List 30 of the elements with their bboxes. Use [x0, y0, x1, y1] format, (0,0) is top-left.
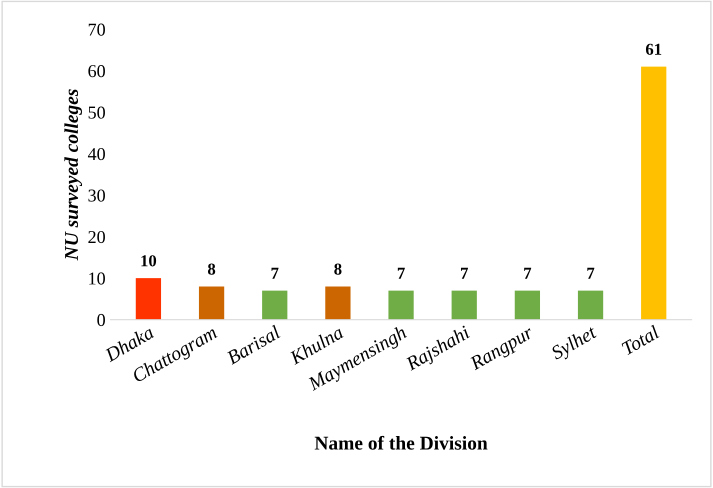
x-tick-label: Sylhet [550, 324, 600, 364]
bar [641, 66, 666, 320]
y-tick-label: 70 [88, 24, 105, 36]
data-label: 61 [646, 44, 662, 55]
bar [136, 278, 162, 320]
data-label: 7 [587, 268, 594, 279]
bar [262, 290, 288, 320]
data-label: 10 [141, 255, 156, 266]
bar [452, 290, 477, 320]
bar [198, 286, 224, 320]
bar [388, 290, 414, 320]
y-tick-label: 60 [88, 65, 105, 78]
data-label: 8 [334, 263, 342, 275]
data-label: 7 [272, 268, 278, 279]
bar [325, 286, 351, 320]
x-tick-label: Total [620, 324, 660, 356]
x-axis-title: Name of the Division [314, 436, 488, 450]
y-tick-label: 30 [88, 189, 105, 202]
y-tick-label: 50 [88, 106, 105, 119]
y-tick-label: 40 [88, 148, 105, 160]
data-label: 7 [461, 268, 468, 279]
data-label: 7 [524, 268, 532, 279]
data-label: 7 [398, 268, 405, 279]
y-axis-title: NU surveyed colleges [64, 89, 82, 260]
y-tick-label: 20 [88, 230, 105, 244]
bar [514, 290, 540, 320]
bar [578, 290, 604, 320]
y-tick-label: 10 [89, 272, 105, 285]
data-label: 8 [208, 263, 216, 275]
y-tick-label: 0 [97, 314, 105, 326]
